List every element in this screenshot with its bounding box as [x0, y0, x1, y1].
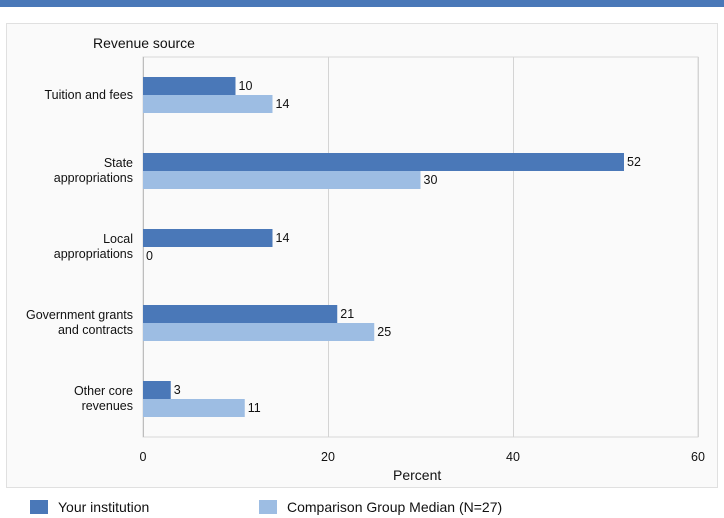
category-label-4: Other core revenues: [73, 384, 133, 413]
category-label-0: Tuition and fees: [44, 87, 133, 102]
x-tick-label-20: 20: [321, 450, 335, 464]
data-label-1-2: 0: [146, 249, 153, 263]
bar-0-1: [143, 153, 624, 171]
data-label-1-4: 11: [248, 401, 261, 415]
legend-label-your-institution: Your institution: [58, 499, 150, 515]
bar-1-0: [143, 95, 273, 113]
data-label-1-3: 25: [377, 325, 391, 339]
data-label-0-3: 21: [340, 307, 354, 321]
category-label-1: State appropriations: [53, 156, 133, 185]
x-tick-label-0: 0: [140, 450, 147, 464]
data-label-0-0: 10: [239, 79, 253, 93]
data-label-0-4: 3: [174, 383, 181, 397]
data-label-1-0: 14: [276, 97, 290, 111]
x-tick-label-60: 60: [691, 450, 705, 464]
bar-0-0: [143, 77, 236, 95]
data-label-0-1: 52: [627, 155, 641, 169]
legend-swatch-comparison-median: [259, 500, 277, 514]
bar-0-4: [143, 381, 171, 399]
x-tick-label-40: 40: [506, 450, 520, 464]
legend-swatch-your-institution: [30, 500, 48, 514]
top-accent-rule: [0, 0, 724, 7]
chart-panel: [6, 23, 718, 488]
bar-1-1: [143, 171, 421, 189]
x-axis-title: Percent: [393, 467, 442, 483]
data-label-1-1: 30: [424, 173, 438, 187]
bar-1-3: [143, 323, 375, 341]
legend: Your institution Comparison Group Median…: [0, 497, 724, 518]
bar-0-2: [143, 229, 273, 247]
legend-label-comparison-median: Comparison Group Median (N=27): [287, 499, 503, 515]
bar-0-3: [143, 305, 338, 323]
category-label-3: Government grants and contracts: [26, 308, 133, 337]
bar-1-4: [143, 399, 245, 417]
category-label-2: Local appropriations: [53, 232, 133, 261]
y-axis-title: Revenue source: [93, 35, 195, 51]
data-label-0-2: 14: [276, 231, 290, 245]
